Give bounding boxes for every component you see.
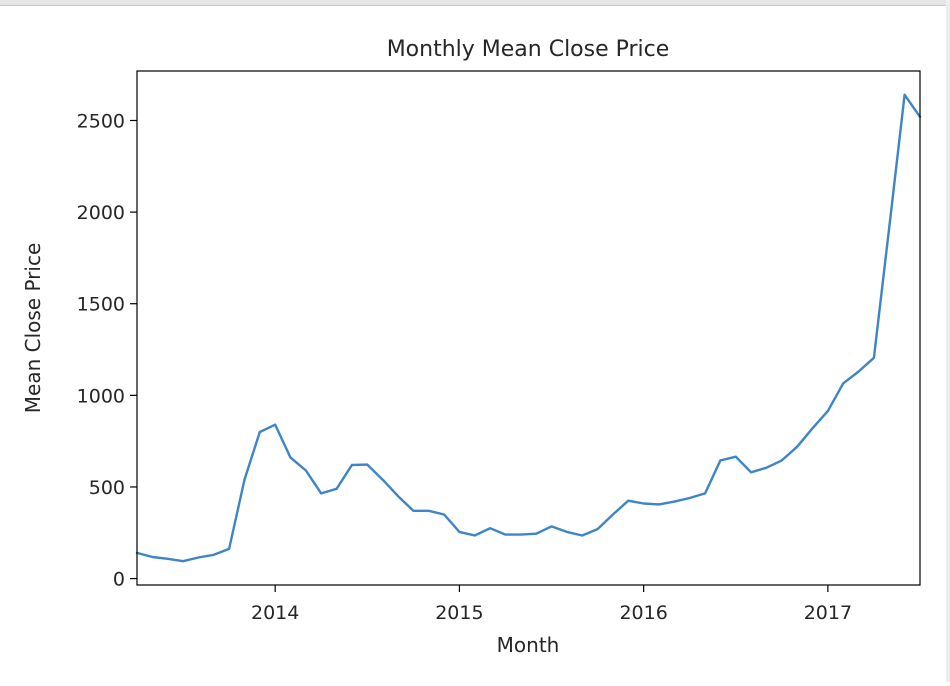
y-tick-label: 2000 — [77, 202, 125, 224]
top-bar — [0, 0, 950, 6]
y-tick-label: 1500 — [77, 294, 125, 316]
plot-frame — [136, 70, 921, 586]
x-tick-label: 2016 — [619, 602, 667, 624]
y-axis-ticks: 0 500 1000 1500 2000 2500 — [77, 110, 137, 591]
x-tick-label: 2014 — [251, 602, 299, 624]
y-tick-label: 1000 — [77, 385, 125, 407]
x-axis-ticks: 2014 2015 2016 2017 — [251, 585, 852, 624]
chart-title: Monthly Mean Close Price — [387, 37, 670, 62]
y-tick-label: 2500 — [77, 110, 125, 132]
x-axis-label: Month — [497, 633, 560, 657]
series-line — [135, 93, 922, 563]
x-tick-label: 2017 — [804, 602, 852, 624]
y-tick-label: 500 — [89, 477, 125, 499]
y-axis-label: Mean Close Price — [21, 243, 45, 413]
y-tick-label: 0 — [113, 569, 125, 591]
right-scrollbar[interactable] — [946, 0, 950, 682]
x-tick-label: 2015 — [435, 602, 483, 624]
